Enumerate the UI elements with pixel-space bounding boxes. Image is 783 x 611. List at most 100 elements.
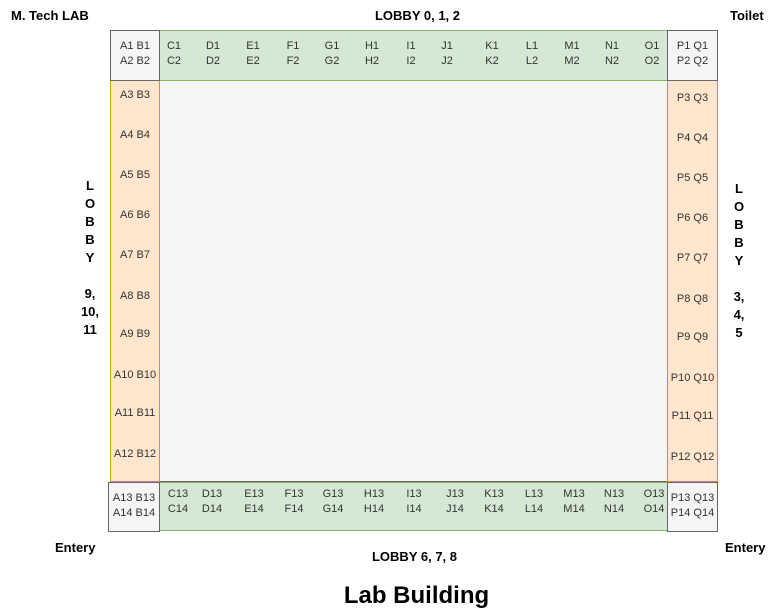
room-label: P4 Q4 — [676, 132, 709, 144]
room-cell: I1 I2 — [391, 39, 431, 69]
room-cell: H13 H14 — [354, 487, 394, 517]
label-entry-left: Entery — [55, 540, 96, 555]
room-label: K2 — [485, 55, 499, 67]
room-label: P9 Q9 — [676, 331, 709, 343]
room-cell: I13 I14 — [394, 487, 434, 517]
room-cell: K13 K14 — [474, 487, 514, 517]
room-label: P14 Q14 — [670, 507, 715, 519]
room-label: P10 Q10 — [670, 372, 715, 384]
room-label: N2 — [604, 55, 620, 67]
label-lobby-right: L O B B Y 3, 4, 5 — [733, 181, 745, 340]
room-label: M2 — [564, 55, 580, 67]
room-cell: E13 E14 — [234, 487, 274, 517]
diagram-title: Lab Building — [343, 582, 490, 609]
room-label: H2 — [364, 55, 380, 67]
room-cell: D1 D2 — [193, 39, 233, 69]
room-label: E2 — [246, 55, 260, 67]
room-label: C2 — [166, 55, 182, 67]
room-label: A14 B14 — [112, 507, 156, 519]
room-label: K14 — [484, 503, 504, 515]
room-cell: D13 D14 — [192, 487, 232, 517]
room-cell: N1 N2 — [592, 39, 632, 69]
room-label: O14 — [643, 503, 665, 515]
room-label: N14 — [603, 503, 625, 515]
corner-room-top-left: A1 B1 A2 B2 — [110, 30, 160, 81]
room-label: G2 — [324, 55, 340, 67]
room-cell: O1 O2 — [632, 39, 672, 69]
room-label: D13 — [201, 488, 223, 500]
room-label: A7 B7 — [120, 249, 150, 261]
room-label: E14 — [244, 503, 264, 515]
room-label: A11 B11 — [114, 407, 156, 419]
room-label: G14 — [322, 503, 344, 515]
room-label: L1 — [525, 40, 539, 52]
room-label: P5 Q5 — [676, 172, 709, 184]
room-cell: H1 H2 — [352, 39, 392, 69]
room-label: F1 — [286, 40, 300, 52]
room-cell: F1 F2 — [273, 39, 313, 69]
room-label: I13 — [406, 488, 422, 500]
room-cell: F13 F14 — [274, 487, 314, 517]
room-label: H14 — [363, 503, 385, 515]
corner-room-top-right: P1 Q1 P2 Q2 — [667, 30, 718, 81]
label-toilet: Toilet — [730, 8, 764, 23]
room-label: D1 — [205, 40, 221, 52]
corner-room-bottom-right: P13 Q13 P14 Q14 — [667, 482, 718, 532]
room-label: J13 — [446, 488, 464, 500]
center-courtyard — [159, 80, 668, 482]
room-label: P8 Q8 — [676, 293, 709, 305]
room-label: P13 Q13 — [670, 492, 715, 504]
room-label: P3 Q3 — [676, 92, 709, 104]
room-label: H13 — [363, 488, 385, 500]
room-cell: L13 L14 — [514, 487, 554, 517]
label-lobby-top: LOBBY 0, 1, 2 — [374, 8, 460, 23]
room-label: A5 B5 — [120, 169, 150, 181]
room-label: C13 — [167, 488, 189, 500]
top-room-strip: C1 C2 D1 D2 E1 E2 F1 F2 G1 G2 H1 H2 I1 I2 J1 J2 K1 K2 L1 L2… — [159, 30, 668, 81]
room-label: P12 Q12 — [670, 451, 715, 463]
room-label: A2 B2 — [120, 55, 150, 67]
room-cell: N13 N14 — [594, 487, 634, 517]
room-label: M1 — [564, 40, 580, 52]
room-label: O2 — [644, 55, 660, 67]
room-cell: K1 K2 — [472, 39, 512, 69]
room-label: G1 — [324, 40, 340, 52]
right-room-strip: P3 Q3 P4 Q4 P5 Q5 P6 Q6 P7 Q7 P8 Q8 P9 Q9 P10 Q… — [667, 80, 718, 482]
room-label: A3 B3 — [120, 89, 150, 101]
room-label: E13 — [244, 488, 264, 500]
room-label: J14 — [446, 503, 464, 515]
room-label: I2 — [406, 55, 416, 67]
room-label: A4 B4 — [120, 129, 150, 141]
room-label: P1 Q1 — [676, 40, 709, 52]
room-cell: M1 M2 — [552, 39, 592, 69]
room-cell: O13 O14 — [634, 487, 674, 517]
bottom-room-strip: C13 C14 D13 D14 E13 E14 F13 F14 G13 G14 H13 H14 I13 I… — [159, 482, 668, 531]
room-label: O13 — [643, 488, 665, 500]
room-label: O1 — [644, 40, 660, 52]
corner-room-bottom-left: A13 B13 A14 B14 — [108, 482, 160, 532]
room-label: M13 — [563, 488, 585, 500]
label-lobby-left: L O B B Y 9, 10, 11 — [80, 178, 100, 337]
room-label: I14 — [406, 503, 422, 515]
room-label: A13 B13 — [112, 492, 156, 504]
room-label: A1 B1 — [120, 40, 150, 52]
room-label: D2 — [205, 55, 221, 67]
room-label: P6 Q6 — [676, 212, 709, 224]
room-cell: L1 L2 — [512, 39, 552, 69]
label-entry-right: Entery — [725, 540, 766, 555]
room-label: G13 — [322, 488, 344, 500]
room-label: J1 — [441, 40, 453, 52]
room-label: A12 B12 — [113, 448, 157, 460]
room-label: A10 B10 — [113, 369, 157, 381]
left-room-strip: A3 B3 A4 B4 A5 B5 A6 B6 A7 B7 A8 B8 A9 B9 A10 B… — [110, 80, 160, 482]
room-label: N13 — [603, 488, 625, 500]
room-label: M14 — [563, 503, 585, 515]
room-label: A8 B8 — [120, 290, 150, 302]
room-cell: M13 M14 — [554, 487, 594, 517]
room-cell: J1 J2 — [427, 39, 467, 69]
room-label: I1 — [406, 40, 416, 52]
room-label: F14 — [284, 503, 304, 515]
room-label: D14 — [201, 503, 223, 515]
room-label: F2 — [286, 55, 300, 67]
room-label: C1 — [166, 40, 182, 52]
